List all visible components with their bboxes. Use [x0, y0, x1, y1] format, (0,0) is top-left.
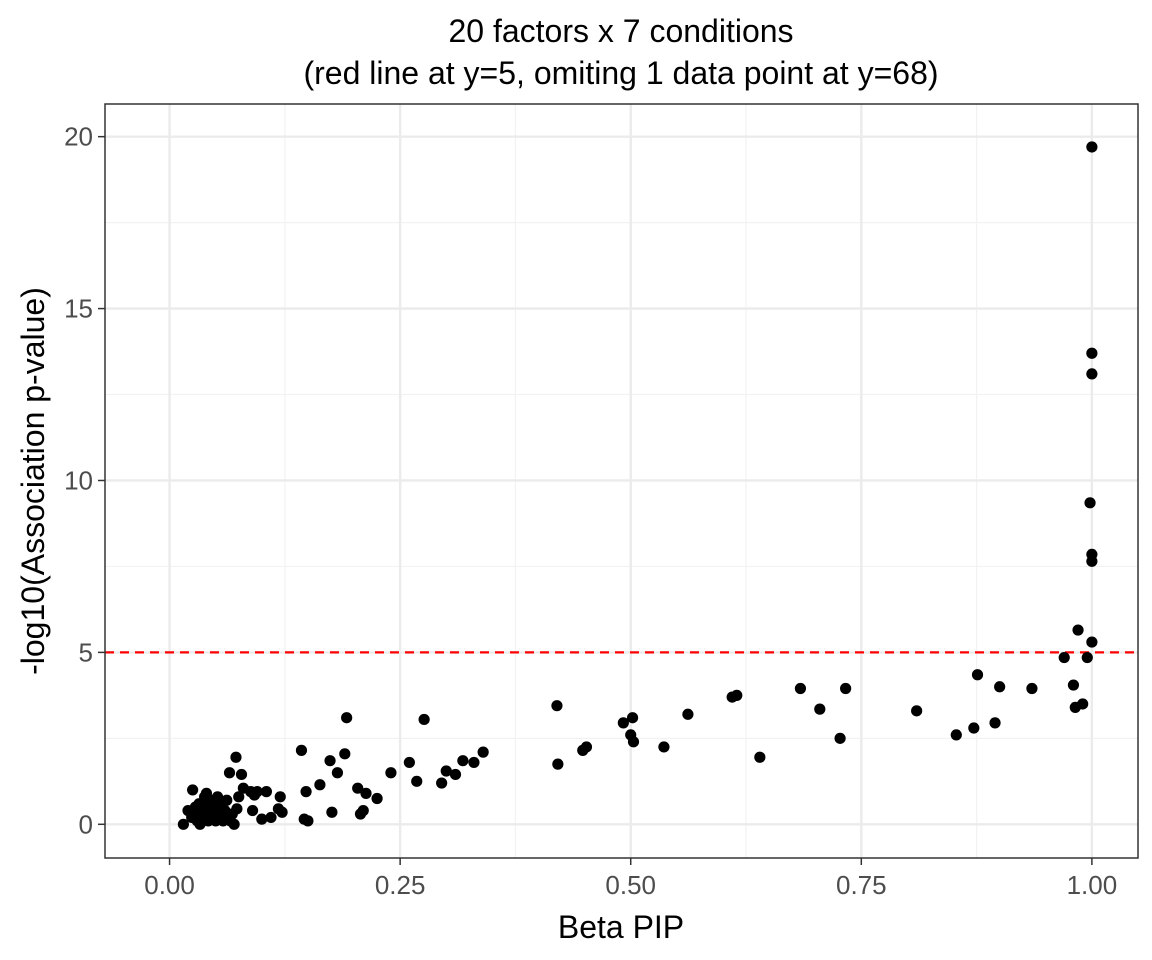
data-point: [834, 732, 846, 744]
data-point: [331, 767, 344, 779]
data-point: [246, 804, 259, 817]
data-point: [265, 811, 277, 824]
x-tick-label: 0.00: [144, 870, 195, 900]
data-point: [251, 786, 263, 798]
data-point: [1084, 497, 1096, 509]
data-point: [754, 751, 766, 763]
x-axis-title: Beta PIP: [558, 909, 684, 945]
data-point: [617, 717, 629, 729]
chart-title-line1: 20 factors x 7 conditions: [448, 13, 793, 49]
data-point: [440, 765, 452, 777]
data-point: [580, 741, 593, 753]
data-point: [682, 708, 694, 720]
y-tick-label: 5: [79, 637, 93, 667]
data-point: [341, 712, 353, 724]
data-point: [1086, 548, 1098, 561]
data-point: [371, 792, 383, 805]
data-point: [187, 784, 199, 796]
data-point: [228, 818, 240, 830]
data-point: [840, 682, 852, 695]
points-layer: [177, 141, 1098, 830]
data-point: [256, 813, 268, 825]
data-point: [911, 705, 923, 717]
data-point: [968, 722, 980, 734]
y-axis-ticks: 0 5 10 15 20: [64, 122, 105, 839]
x-tick-label: 0.25: [375, 870, 426, 900]
y-tick-label: 10: [64, 465, 93, 495]
data-point: [626, 712, 639, 724]
data-point: [449, 768, 462, 781]
x-tick-label: 1.00: [1067, 870, 1118, 900]
data-point: [274, 791, 286, 803]
data-point: [324, 755, 336, 767]
data-point: [223, 767, 236, 779]
data-point: [457, 755, 469, 767]
y-axis-title: -log10(Association p-value): [15, 287, 51, 675]
data-point: [352, 782, 364, 794]
data-point: [418, 713, 430, 726]
data-point: [300, 786, 312, 798]
data-point: [339, 748, 351, 760]
y-tick-label: 0: [79, 809, 93, 839]
data-point: [235, 768, 248, 781]
data-point: [814, 703, 826, 715]
data-point: [468, 756, 480, 769]
data-point: [326, 806, 338, 818]
data-point: [1077, 698, 1089, 710]
data-point: [1072, 624, 1084, 636]
data-point: [230, 751, 242, 763]
data-point: [177, 818, 189, 830]
data-point: [295, 744, 308, 756]
data-point: [436, 777, 448, 789]
x-tick-label: 0.50: [605, 870, 656, 900]
data-point: [994, 681, 1006, 693]
data-point: [360, 787, 372, 799]
data-point: [276, 806, 288, 818]
x-tick-label: 0.75: [836, 870, 887, 900]
data-point: [971, 669, 984, 681]
data-point: [1067, 679, 1080, 691]
data-point: [552, 758, 564, 770]
data-point: [411, 775, 423, 787]
data-point: [794, 682, 807, 695]
y-tick-label: 20: [64, 122, 93, 152]
data-point: [231, 803, 243, 815]
data-point: [1081, 651, 1093, 664]
grid-layer: [105, 104, 1138, 858]
data-point: [1058, 651, 1070, 664]
data-point: [233, 791, 245, 803]
data-point: [551, 700, 563, 712]
data-point: [477, 746, 489, 758]
data-point: [314, 779, 326, 791]
data-point: [627, 736, 640, 748]
data-point: [731, 689, 743, 701]
x-axis-ticks: 0.00 0.25 0.50 0.75 1.00: [144, 858, 1117, 900]
data-point: [403, 756, 415, 769]
chart-title-line2: (red line at y=5, omiting 1 data point a…: [303, 55, 938, 91]
data-point: [357, 804, 369, 817]
data-point: [221, 794, 233, 806]
data-point: [200, 787, 213, 799]
data-point: [1086, 347, 1098, 359]
data-point: [658, 741, 670, 753]
data-point: [302, 815, 314, 827]
data-point: [950, 729, 962, 741]
data-point: [1026, 682, 1038, 695]
data-point: [1086, 636, 1098, 648]
data-point: [989, 717, 1001, 729]
data-point: [260, 786, 273, 798]
y-tick-label: 15: [64, 294, 93, 324]
data-point: [385, 767, 397, 779]
data-point: [1086, 368, 1098, 380]
data-point: [1086, 141, 1098, 153]
